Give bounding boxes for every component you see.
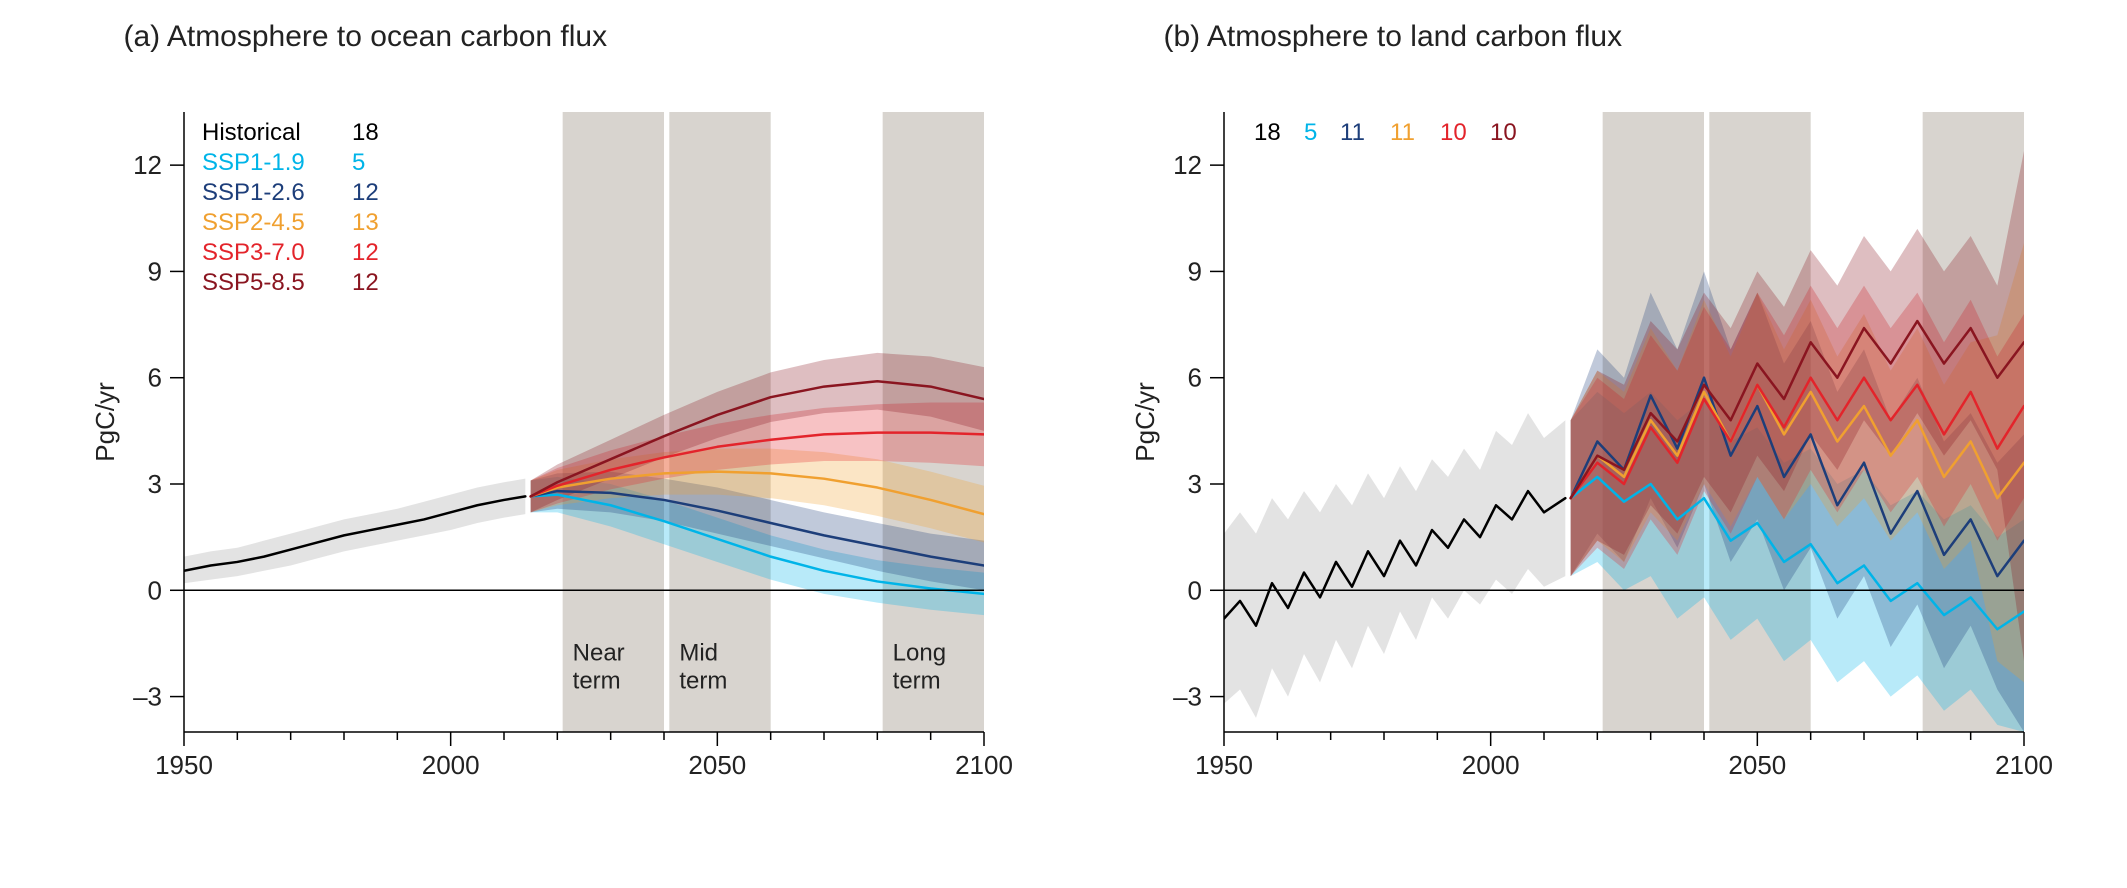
panel-a: (a) Atmosphere to ocean carbon flux –3 0 3… xyxy=(64,20,1024,822)
ytick-label: –3 xyxy=(1173,682,1202,712)
legend-count: 12 xyxy=(352,179,379,206)
legend-count: 10 xyxy=(1490,119,1517,146)
xtick-label: 2000 xyxy=(421,750,479,780)
ytick-label: 0 xyxy=(147,575,161,605)
panel-a-title: (a) Atmosphere to ocean carbon flux xyxy=(124,20,1024,54)
uncertainty-Historical xyxy=(184,479,525,584)
y-axis-label: PgC/yr xyxy=(90,382,120,462)
xtick-label: 2050 xyxy=(688,750,746,780)
legend-name: SSP1-1.9 xyxy=(202,149,305,176)
legend-count: 18 xyxy=(352,119,379,146)
panel-b: (b) Atmosphere to land carbon flux –3 0 3 6… xyxy=(1104,20,2064,822)
xtick-label: 2000 xyxy=(1461,750,1519,780)
band-label: term xyxy=(572,667,620,694)
legend-count: 13 xyxy=(352,209,379,236)
panel-b-title: (b) Atmosphere to land carbon flux xyxy=(1164,20,2064,54)
ytick-label: 3 xyxy=(1187,469,1201,499)
legend-count: 5 xyxy=(352,149,365,176)
ytick-label: –3 xyxy=(133,682,162,712)
band-label: Mid xyxy=(679,639,718,666)
legend-count: 11 xyxy=(1390,119,1415,146)
legend-name: Historical xyxy=(202,119,301,146)
band-label: Long xyxy=(892,639,945,666)
ytick-label: 9 xyxy=(147,256,161,286)
ytick-label: 6 xyxy=(147,363,161,393)
legend-count: 12 xyxy=(352,239,379,266)
legend-count: 18 xyxy=(1254,119,1281,146)
ytick-label: 9 xyxy=(1187,256,1201,286)
xtick-label: 2100 xyxy=(955,750,1013,780)
figure-root: (a) Atmosphere to ocean carbon flux –3 0 3… xyxy=(20,20,2107,822)
ytick-label: 3 xyxy=(147,469,161,499)
xtick-label: 1950 xyxy=(1195,750,1253,780)
legend-name: SSP2-4.5 xyxy=(202,209,305,236)
y-axis-label: PgC/yr xyxy=(1130,382,1160,462)
xtick-label: 2050 xyxy=(1728,750,1786,780)
ytick-label: 6 xyxy=(1187,363,1201,393)
legend-name: SSP3-7.0 xyxy=(202,239,305,266)
band-label: term xyxy=(679,667,727,694)
legend-count: 12 xyxy=(352,269,379,296)
ytick-label: 12 xyxy=(133,150,162,180)
legend-count: 10 xyxy=(1440,119,1467,146)
legend-name: SSP1-2.6 xyxy=(202,179,305,206)
ytick-label: 0 xyxy=(1187,575,1201,605)
band-label: term xyxy=(892,667,940,694)
band-label: Near xyxy=(572,639,624,666)
ytick-label: 12 xyxy=(1173,150,1202,180)
legend-count: 5 xyxy=(1304,119,1317,146)
panel-a-svg: –30369121950200020502100PgC/yrNeartermMi… xyxy=(64,62,1024,822)
xtick-label: 2100 xyxy=(1995,750,2053,780)
legend-count: 11 xyxy=(1340,119,1365,146)
legend-name: SSP5-8.5 xyxy=(202,269,305,296)
panel-b-svg: –3 0 3 6 9 12 1950 2000 2050 2100 PgC/yr 18 5 11 11 10 1… xyxy=(1104,62,2064,822)
uncertainty-Historical xyxy=(1224,413,1565,718)
xtick-label: 1950 xyxy=(155,750,213,780)
